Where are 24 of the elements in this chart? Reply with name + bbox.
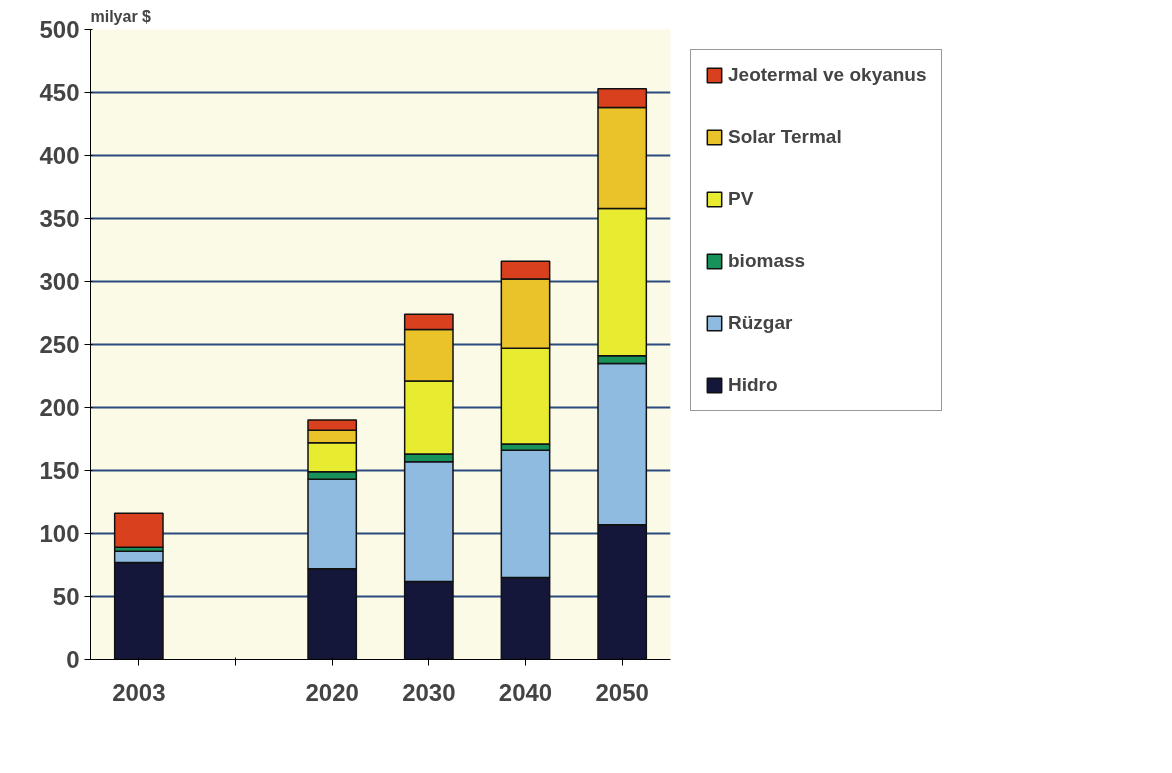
y-tick-label: 100 (39, 520, 80, 547)
legend-label: Hidro (728, 374, 778, 396)
x-tick-label: 2003 (112, 678, 166, 706)
y-tick-label: 500 (39, 16, 80, 43)
y-tick-label: 450 (39, 79, 80, 106)
x-tick-label: 2040 (498, 678, 553, 706)
legend-label: Solar Termal (728, 126, 842, 148)
legend-label: PV (728, 188, 754, 210)
legend-label: biomass (728, 250, 806, 272)
y-axis-title: milyar $ (90, 7, 152, 25)
x-tick-label: 2020 (305, 678, 359, 706)
y-tick-label: 400 (39, 142, 80, 169)
bar (113, 512, 164, 549)
y-tick-label: 200 (39, 394, 80, 421)
x-tick-label: 2030 (402, 678, 456, 706)
y-tick-label: 0 (66, 646, 80, 673)
y-tick-label: 250 (39, 331, 80, 358)
x-tick-label: 2050 (595, 678, 649, 706)
y-tick-label: 300 (39, 268, 80, 295)
legend-label: Jeotermal ve okyanus (728, 64, 927, 86)
y-tick-label: 350 (39, 205, 80, 232)
y-tick-label: 150 (39, 457, 80, 484)
y-tick-label: 50 (52, 583, 80, 610)
legend-label: Rüzgar (728, 312, 793, 334)
